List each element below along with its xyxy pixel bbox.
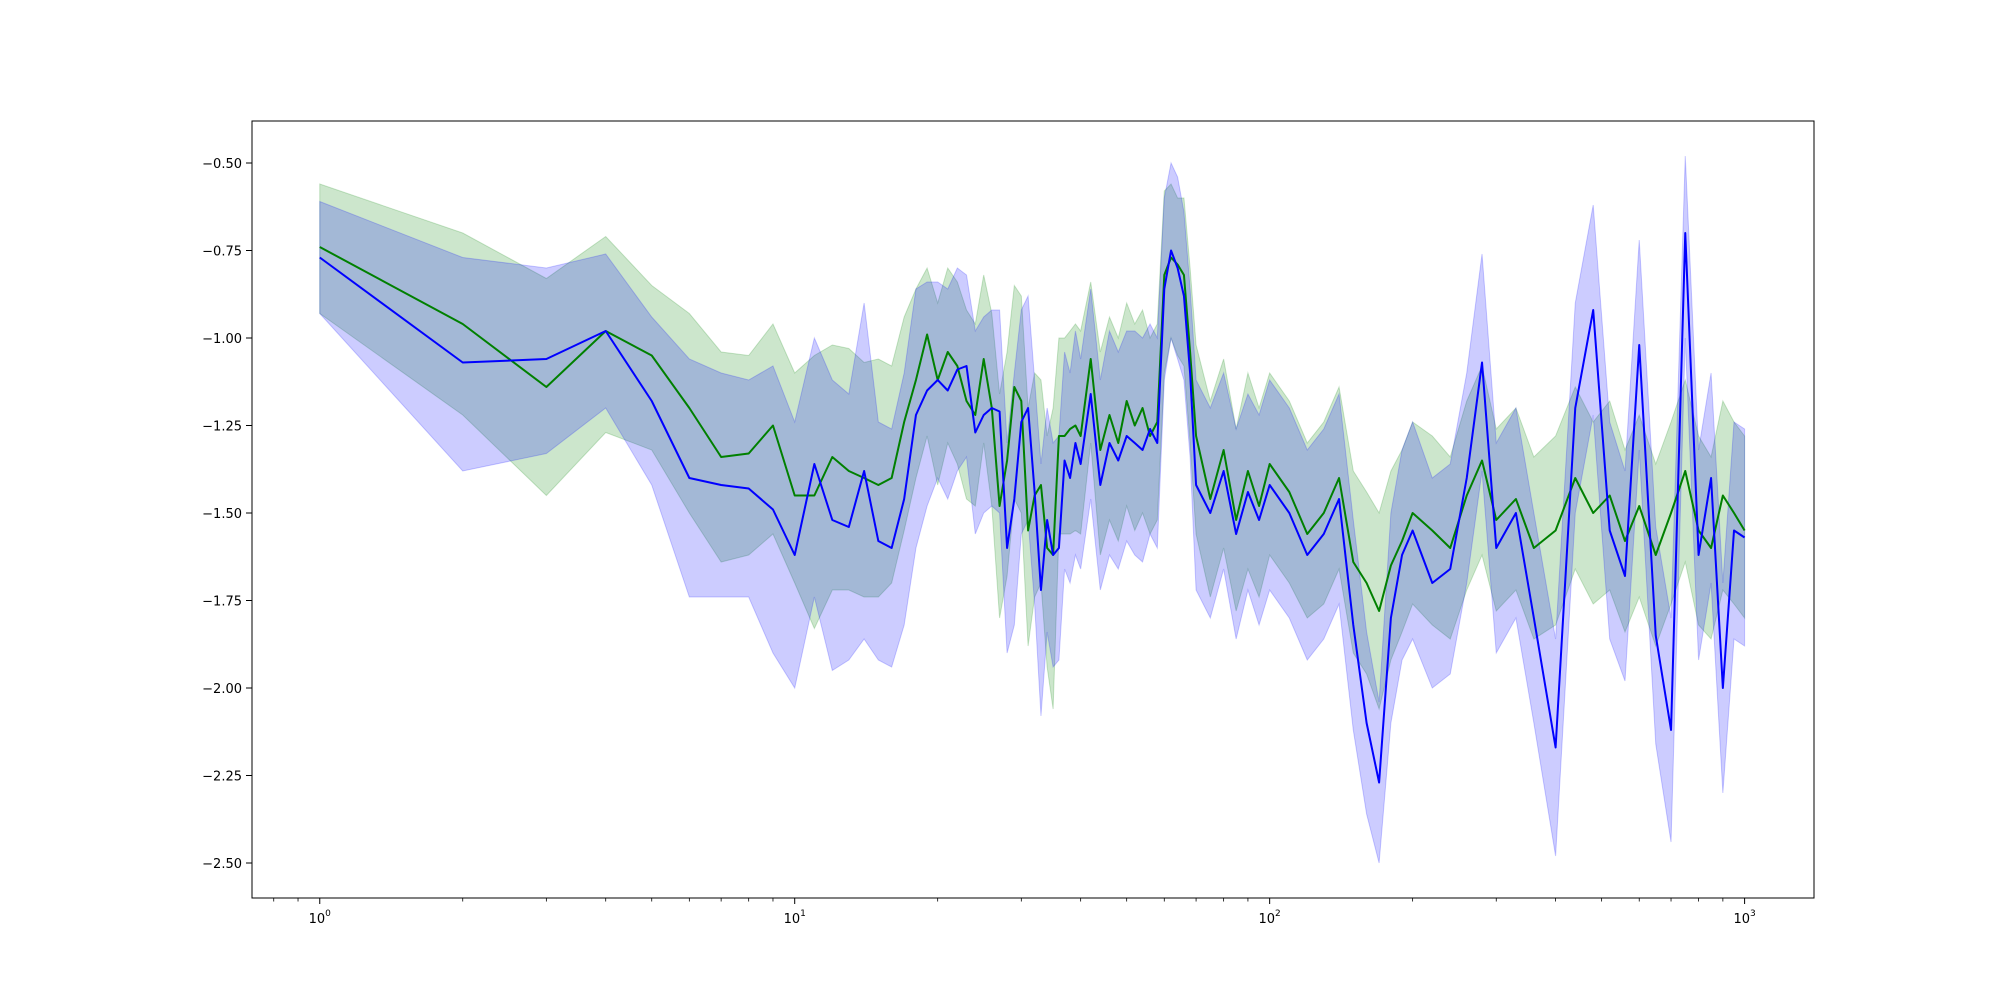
y-tick-label: −2.00 bbox=[202, 682, 242, 697]
y-tick-label: −1.25 bbox=[202, 420, 242, 435]
y-tick-label: −0.50 bbox=[202, 157, 242, 172]
y-axis: −0.50 −0.75 −1.00 −1.25 −1.50 −1.75 −2.00 −2.25… bbox=[202, 157, 252, 872]
x-tick-label: 100 bbox=[309, 909, 332, 927]
y-tick-label: −2.25 bbox=[202, 770, 242, 785]
plot-area bbox=[251, 120, 1815, 899]
y-tick-label: −2.50 bbox=[202, 857, 242, 872]
x-tick-label: 101 bbox=[784, 909, 806, 927]
x-tick-label: 102 bbox=[1259, 909, 1281, 927]
y-tick-label: −1.00 bbox=[202, 332, 242, 347]
series-1-line bbox=[319, 246, 1746, 612]
axes-frame bbox=[251, 120, 1815, 899]
y-tick-label: −1.75 bbox=[202, 595, 242, 610]
y-tick-label: −0.75 bbox=[202, 245, 242, 260]
series-lines bbox=[319, 232, 1746, 784]
x-tick-label: 103 bbox=[1733, 909, 1755, 927]
series-2-line bbox=[319, 232, 1746, 784]
x-axis: 100 101 102 103 bbox=[273, 898, 1756, 927]
y-tick-label: −1.50 bbox=[202, 507, 242, 522]
